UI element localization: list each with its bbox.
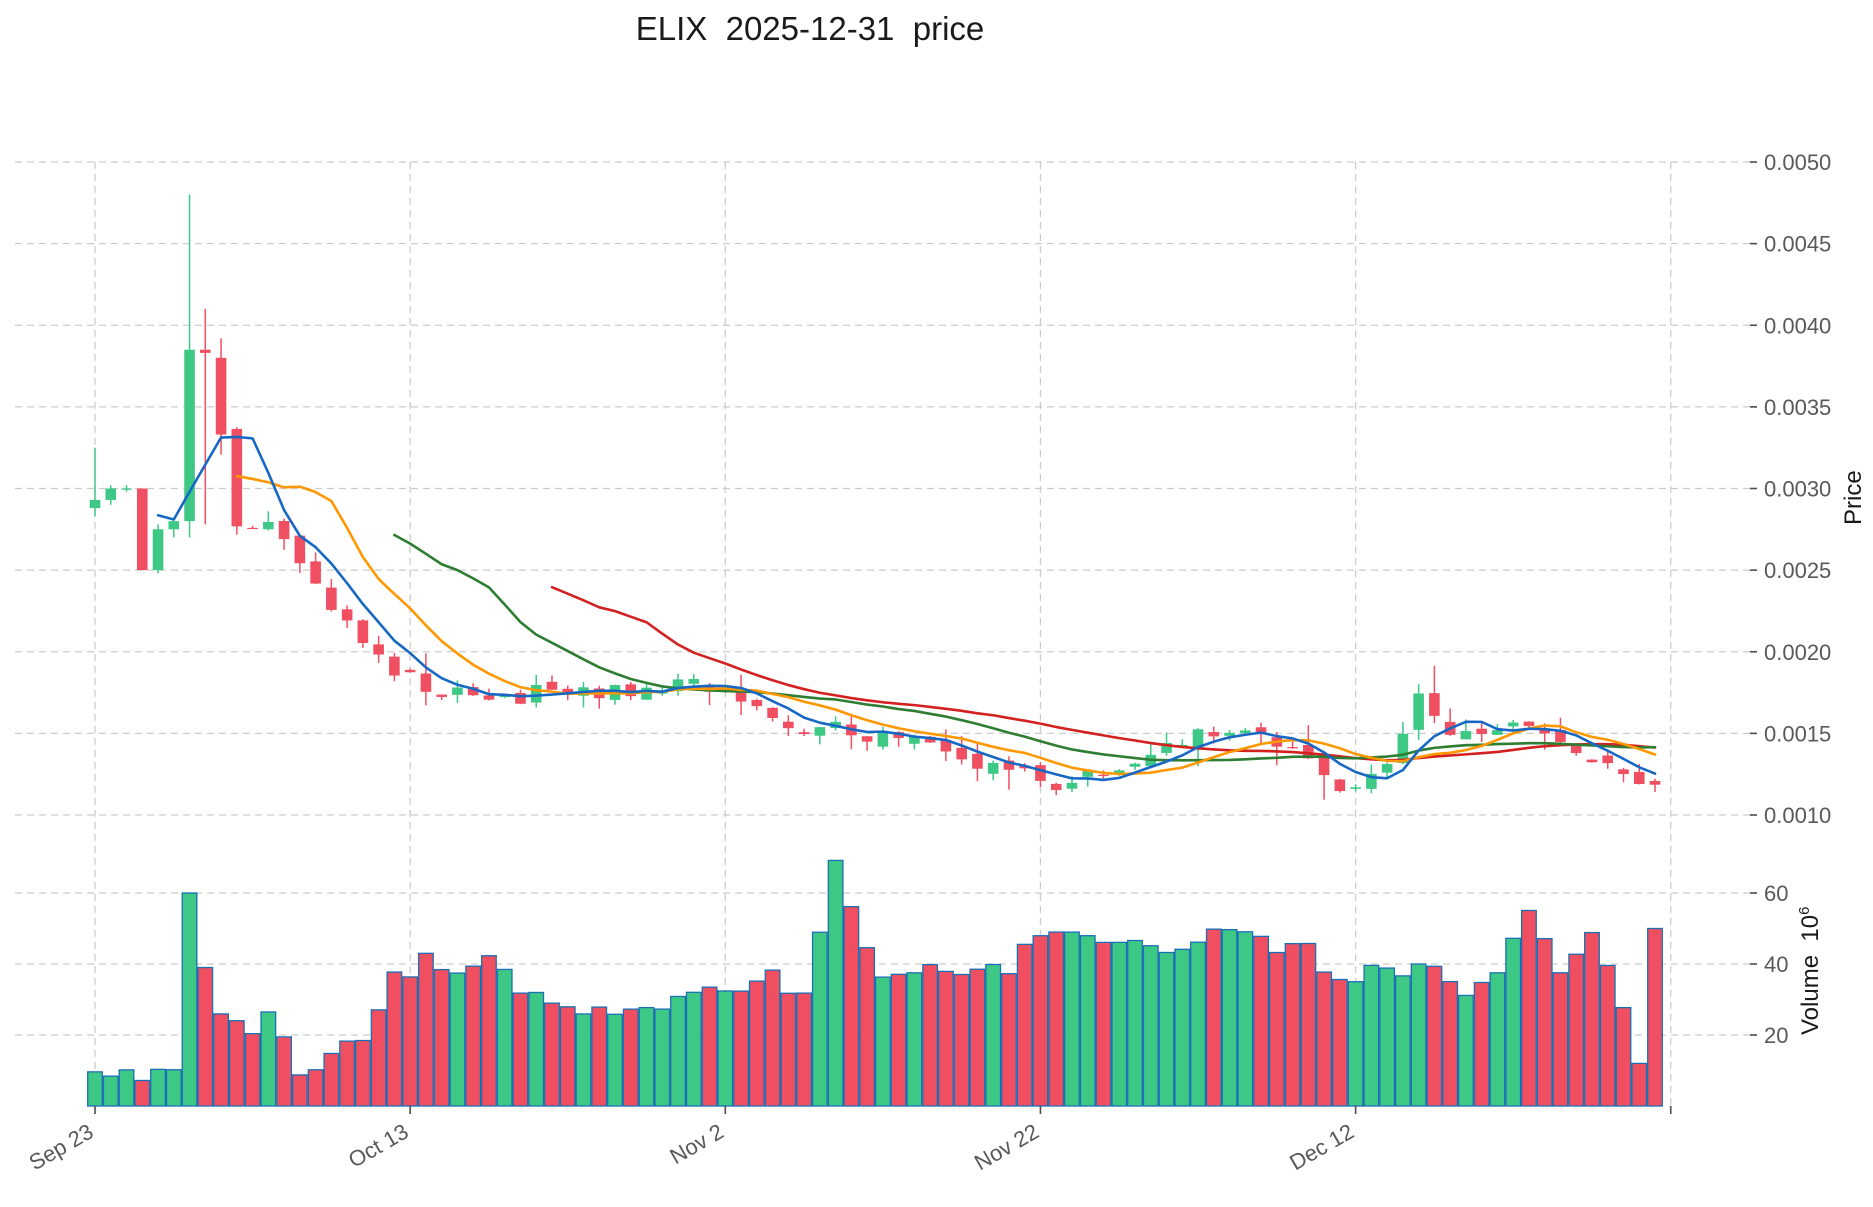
svg-text:0.0020: 0.0020 [1764,640,1831,665]
svg-text:0.0040: 0.0040 [1764,313,1831,338]
svg-text:Sep 23: Sep 23 [25,1119,98,1176]
svg-text:Oct 13: Oct 13 [344,1119,413,1173]
svg-text:0.0025: 0.0025 [1764,558,1831,583]
svg-text:40: 40 [1764,952,1788,977]
svg-text:20: 20 [1764,1023,1788,1048]
svg-text:0.0035: 0.0035 [1764,395,1831,420]
svg-text:0.0010: 0.0010 [1764,803,1831,828]
svg-text:Nov 22: Nov 22 [970,1119,1043,1176]
svg-text:0.0015: 0.0015 [1764,721,1831,746]
svg-text:Dec 12: Dec 12 [1285,1119,1358,1176]
svg-text:Nov 2: Nov 2 [666,1119,728,1169]
svg-text:0.0050: 0.0050 [1764,150,1831,175]
svg-text:0.0045: 0.0045 [1764,232,1831,257]
svg-text:0.0030: 0.0030 [1764,477,1831,502]
svg-text:60: 60 [1764,881,1788,906]
